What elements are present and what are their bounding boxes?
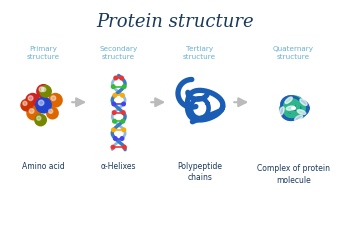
Circle shape [48, 93, 63, 108]
Circle shape [112, 128, 115, 132]
Circle shape [20, 99, 33, 112]
Text: Primary
structure: Primary structure [27, 46, 60, 60]
Circle shape [120, 76, 123, 80]
Text: Complex of protein
molecule: Complex of protein molecule [257, 164, 330, 185]
Circle shape [121, 111, 125, 114]
Circle shape [113, 94, 117, 97]
Text: Secondary
structure: Secondary structure [100, 46, 138, 60]
Ellipse shape [285, 97, 292, 103]
Circle shape [37, 116, 41, 120]
Circle shape [23, 101, 27, 105]
Circle shape [26, 106, 41, 120]
Ellipse shape [300, 99, 307, 105]
Circle shape [113, 137, 117, 140]
Text: Protein structure: Protein structure [96, 13, 254, 31]
Circle shape [34, 114, 47, 126]
Circle shape [29, 109, 34, 113]
Text: Amino acid: Amino acid [22, 162, 65, 170]
Ellipse shape [297, 110, 306, 114]
Text: Quaternary
structure: Quaternary structure [273, 46, 314, 60]
Circle shape [122, 102, 125, 106]
Circle shape [122, 128, 126, 132]
Circle shape [113, 120, 116, 123]
Circle shape [112, 111, 116, 114]
Circle shape [36, 84, 51, 99]
Circle shape [46, 107, 59, 120]
Circle shape [51, 96, 56, 101]
Circle shape [121, 94, 124, 97]
Text: Tertiary
structure: Tertiary structure [183, 46, 216, 60]
Ellipse shape [286, 106, 295, 110]
Circle shape [39, 100, 44, 106]
Circle shape [39, 85, 52, 98]
Circle shape [28, 96, 33, 101]
Circle shape [112, 102, 115, 106]
Circle shape [120, 137, 124, 140]
Circle shape [42, 88, 46, 92]
Ellipse shape [294, 115, 303, 121]
Text: α-Helixes: α-Helixes [101, 162, 137, 170]
Text: Polypeptide
chains: Polypeptide chains [177, 162, 222, 182]
Circle shape [35, 97, 52, 114]
Circle shape [48, 109, 53, 113]
Circle shape [114, 76, 118, 80]
Circle shape [122, 85, 126, 88]
Circle shape [122, 145, 126, 149]
Circle shape [111, 85, 115, 88]
Circle shape [39, 87, 44, 92]
Circle shape [121, 120, 125, 123]
Circle shape [111, 145, 115, 149]
Circle shape [25, 93, 40, 108]
Ellipse shape [279, 107, 284, 115]
